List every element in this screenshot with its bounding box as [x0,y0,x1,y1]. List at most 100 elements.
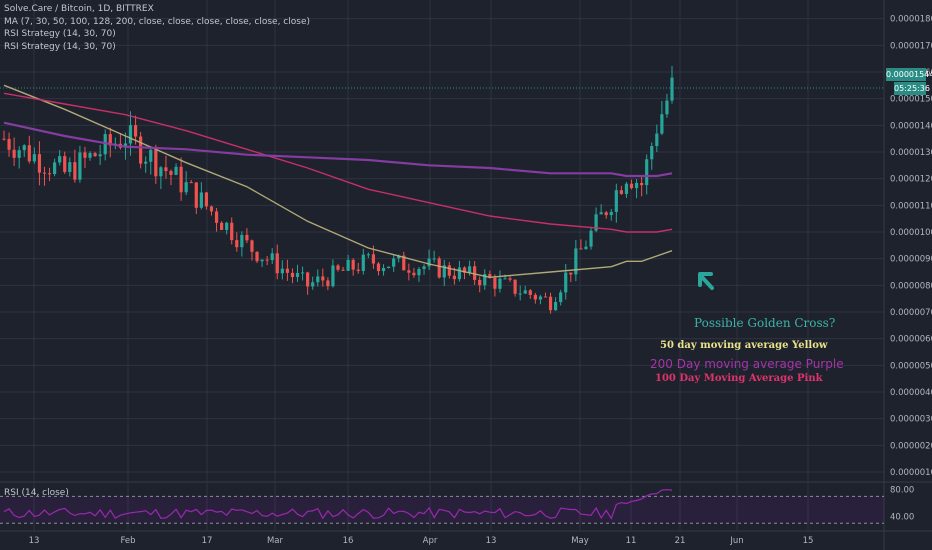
time-tick-label: 13 [29,536,40,546]
candle-body [53,162,57,175]
candle-body [164,167,168,172]
rsi-label[interactable]: RSI (14, close) [4,488,69,498]
ma-indicator-line[interactable]: MA (7, 30, 50, 100, 128, 200, close, clo… [4,16,310,27]
candle-body [306,272,310,287]
rsi-strategy-line[interactable]: RSI Strategy (14, 30, 70) [4,41,116,52]
candle-body [660,114,664,134]
candle-body [645,159,649,186]
candle-body [417,269,421,276]
rsi-line [3,489,673,520]
time-tick-label: 21 [675,536,686,546]
candle-body [503,278,507,280]
candle-body [361,254,365,271]
rsi-strategy-line[interactable]: RSI Strategy (14, 30, 70) [4,29,116,39]
candle-body [220,222,224,230]
time-tick-label: 17 [202,536,213,546]
candle-body [543,296,548,298]
candle-body [133,125,138,137]
candle-body [27,145,31,162]
time-axis: 13 Feb 17 Mar 16 Apr 13 May 11 21 Jun 15 [29,536,814,546]
candle-body [73,162,77,180]
price-tick-label: 0.00001700 [890,41,932,51]
candle-body [402,255,406,271]
price-tick-label: 0.00000900 [890,255,932,265]
candle-body [427,258,431,267]
price-tick-label: 0.00001100 [890,201,932,211]
candle-body [432,258,436,260]
golden-cross-note: Possible Golden Cross? [694,316,836,330]
symbol-line: Solve.Care / Bitcoin, 1D, BITTREX [4,4,154,14]
candle-body [584,246,588,250]
price-tick-label: 0.00000800 [890,281,932,291]
ma100-note: 100 Day Moving Average Pink [655,373,823,384]
candle-body [32,154,36,162]
candle-body [17,150,21,158]
candle-body [437,258,441,278]
candle-body [245,234,249,241]
candle-body [513,279,517,294]
candle-body [68,162,72,172]
ma-line-100 [3,92,673,233]
candle-body [624,183,629,194]
bar-countdown-tag: 05:25:36 [894,82,930,95]
candle-body [169,171,173,175]
candle-body [381,267,386,272]
candle-body [554,302,558,311]
candle-body [199,192,203,208]
candle-body [589,230,593,247]
candle-body [311,282,315,287]
candle-body [326,280,330,287]
candle-body [478,279,482,286]
price-tick-label: 0.00000500 [890,361,932,371]
candle-body [295,272,300,278]
candle-body [265,259,269,261]
candle-body [22,145,26,151]
candle-body [483,274,487,286]
ma-line-50 [3,84,673,279]
candle-body [204,192,209,207]
candle-body [457,267,462,280]
candle-body [123,143,128,148]
price-tick-label: 0.00000700 [890,308,932,318]
price-tick-label: 0.00001000 [890,228,932,238]
candle-body [47,173,52,175]
candle-body [7,138,11,150]
candle-body [37,154,42,173]
time-tick-label: May [571,536,589,546]
rsi-pane: 80.00 40.00 [0,486,914,524]
chart-legend: Solve.Care / Bitcoin, 1D, BITTREX MA (7,… [4,3,310,53]
price-tick-label: 0.00001400 [890,121,932,131]
candle-body [665,100,669,115]
candle-body [93,153,97,157]
candle-body [670,77,674,101]
candle-body [533,294,537,300]
candle-body [371,254,376,264]
price-tick-label: 0.00000100 [890,468,932,478]
candle-body [144,161,148,164]
candle-body [442,265,446,278]
candle-body [214,211,219,223]
candle-body [255,251,259,262]
candle-body [604,212,608,216]
candles [2,65,674,314]
candle-body [88,153,92,158]
candle-body [523,290,527,294]
ma-line-200 [3,121,673,178]
candle-body [387,266,391,268]
candle-body [270,253,274,260]
candle-body [397,255,401,259]
candle-body [179,166,183,193]
last-price-tag: 0.00001544 [886,68,932,81]
candle-body [594,214,598,231]
candle-body [599,212,603,215]
candle-body [316,276,320,283]
candle-body [508,278,512,280]
candle-body [422,266,426,270]
candle-body [462,267,467,273]
candle-body [619,190,623,194]
candle-body [392,258,396,267]
candle-body [614,190,618,212]
candle-body [640,182,644,186]
